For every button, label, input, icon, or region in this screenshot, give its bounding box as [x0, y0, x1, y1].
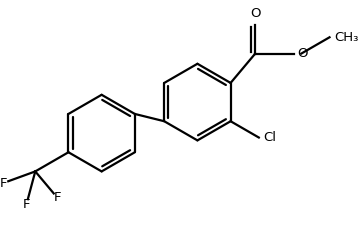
Text: O: O	[250, 7, 261, 20]
Text: F: F	[0, 177, 7, 190]
Text: F: F	[23, 198, 30, 211]
Text: F: F	[53, 191, 61, 204]
Text: Cl: Cl	[263, 131, 276, 144]
Text: O: O	[297, 47, 308, 60]
Text: CH₃: CH₃	[334, 31, 358, 44]
